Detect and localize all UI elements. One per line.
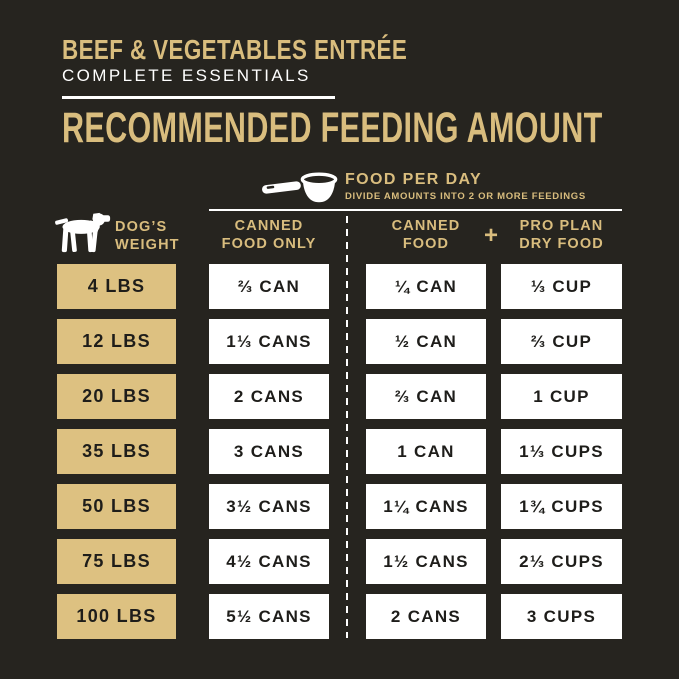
measuring-scoop-icon [262,172,338,203]
canned-only-cell: 4½ CANS [209,539,329,584]
column-header-pro-plan-dry-food: PRO PLAN DRY FOOD [519,218,604,252]
page-title: RECOMMENDED FEEDING AMOUNT [62,104,603,152]
table-header-rule [209,209,622,211]
food-per-day-label: FOOD PER DAY [345,171,483,188]
dog-icon [55,212,111,253]
canned-cell: ¼ CAN [366,264,486,309]
canned-cell: 2 CANS [366,594,486,639]
column-header-canned-food: CANNED FOOD [391,218,461,252]
canned-cell: ½ CAN [366,319,486,364]
plus-sign: + [483,222,498,249]
dry-cell: 1 CUP [501,374,622,419]
dry-cell: ⅔ CUP [501,319,622,364]
product-name: BEEF & VEGETABLES ENTRÉE [62,34,408,65]
column-header-dogs-weight: DOG’S WEIGHT [115,219,180,253]
canned-cell: 1½ CANS [366,539,486,584]
dry-cell: 3 CUPS [501,594,622,639]
weight-cell: 75 LBS [57,539,176,584]
weight-cell: 4 LBS [57,264,176,309]
product-subline: COMPLETE ESSENTIALS [62,66,311,85]
canned-cell: 1¼ CANS [366,484,486,529]
weight-cell: 35 LBS [57,429,176,474]
canned-cell: 1 CAN [366,429,486,474]
weight-cell: 50 LBS [57,484,176,529]
column-header-canned-food-only: CANNED FOOD ONLY [221,218,317,252]
dry-cell: 1⅓ CUPS [501,429,622,474]
canned-only-cell: 5½ CANS [209,594,329,639]
dry-cell: 2⅓ CUPS [501,539,622,584]
dry-cell: 1¾ CUPS [501,484,622,529]
dry-cell: ⅓ CUP [501,264,622,309]
divider-rule [62,96,335,99]
canned-only-cell: 1⅓ CANS [209,319,329,364]
canned-cell: ⅔ CAN [366,374,486,419]
weight-cell: 12 LBS [57,319,176,364]
food-per-day-sublabel: DIVIDE AMOUNTS INTO 2 OR MORE FEEDINGS [345,191,586,202]
canned-only-cell: 2 CANS [209,374,329,419]
column-divider-dashed [346,216,348,638]
weight-cell: 20 LBS [57,374,176,419]
canned-only-cell: ⅔ CAN [209,264,329,309]
canned-only-cell: 3 CANS [209,429,329,474]
canned-only-cell: 3½ CANS [209,484,329,529]
weight-cell: 100 LBS [57,594,176,639]
